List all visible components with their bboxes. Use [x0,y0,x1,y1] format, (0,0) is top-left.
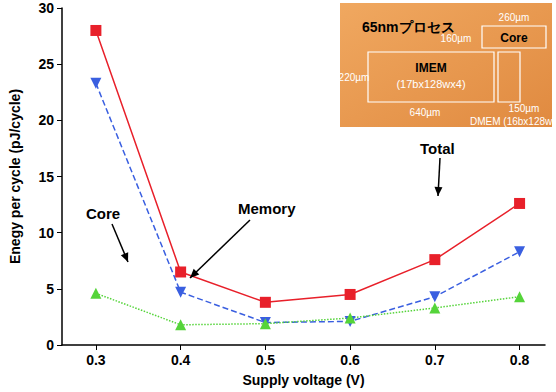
svg-text:Total: Total [420,140,455,157]
svg-text:Core: Core [86,205,120,222]
svg-text:0.8: 0.8 [510,352,530,368]
svg-text:0.3: 0.3 [86,352,106,368]
svg-text:IMEM: IMEM [415,61,446,75]
svg-text:640µm: 640µm [410,107,441,118]
svg-text:Enegy per cycle (pJ/cycle): Enegy per cycle (pJ/cycle) [7,89,23,264]
svg-text:Supply voltage (V): Supply voltage (V) [242,372,364,388]
svg-text:0.4: 0.4 [171,352,191,368]
svg-text:220µm: 220µm [339,72,370,83]
svg-text:20: 20 [38,112,54,128]
svg-text:DMEM (16bx128w): DMEM (16bx128w) [470,116,556,127]
svg-text:10: 10 [38,225,54,241]
svg-text:Core: Core [500,31,528,45]
svg-text:160µm: 160µm [441,33,472,44]
svg-text:Memory: Memory [238,200,296,217]
svg-text:5: 5 [46,281,54,297]
svg-text:30: 30 [38,0,54,16]
svg-text:15: 15 [38,169,54,185]
svg-text:65nmプロセス: 65nmプロセス [362,19,455,35]
svg-text:0.6: 0.6 [340,352,360,368]
svg-text:(17bx128wx4): (17bx128wx4) [396,78,465,90]
svg-text:0.5: 0.5 [256,352,276,368]
svg-text:25: 25 [38,56,54,72]
svg-text:0.7: 0.7 [425,352,445,368]
svg-text:0: 0 [46,337,54,353]
svg-text:150µm: 150µm [509,103,540,114]
svg-text:260µm: 260µm [499,12,530,23]
